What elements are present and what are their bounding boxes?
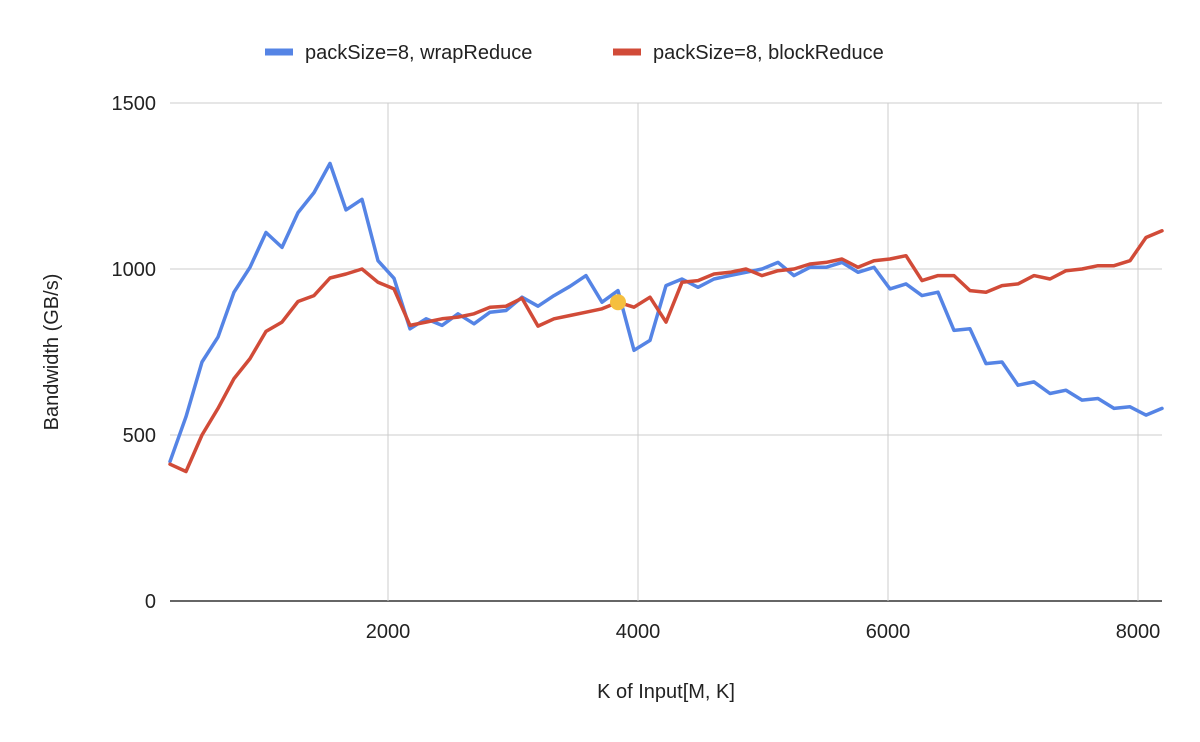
y-tick-label-3: 1500 <box>112 93 157 115</box>
y-tick-labels: 0 500 1000 1500 <box>112 93 157 613</box>
highlight-markers <box>610 294 626 311</box>
x-tick-label-1: 4000 <box>616 621 661 643</box>
y-axis-title: Bandwidth (GB/s) <box>41 274 63 431</box>
series-lines <box>168 161 1164 474</box>
legend-label-1: packSize=8, blockReduce <box>653 42 884 64</box>
legend: packSize=8, wrapReduce packSize=8, blockR… <box>265 42 884 64</box>
y-tick-label-0: 0 <box>145 591 156 613</box>
gridlines <box>170 102 1162 602</box>
y-tick-label-1: 500 <box>123 425 156 447</box>
legend-label-0: packSize=8, wrapReduce <box>305 42 532 64</box>
x-tick-label-3: 8000 <box>1116 621 1161 643</box>
y-tick-label-2: 1000 <box>112 259 157 281</box>
x-tick-labels: 2000 4000 6000 8000 <box>366 621 1161 643</box>
x-tick-label-2: 6000 <box>866 621 911 643</box>
x-axis-title: K of Input[M, K] <box>597 681 735 703</box>
series-line-0 <box>168 161 1164 464</box>
highlight-point <box>610 294 626 311</box>
x-tick-label-0: 2000 <box>366 621 411 643</box>
series-line-1 <box>168 229 1164 474</box>
